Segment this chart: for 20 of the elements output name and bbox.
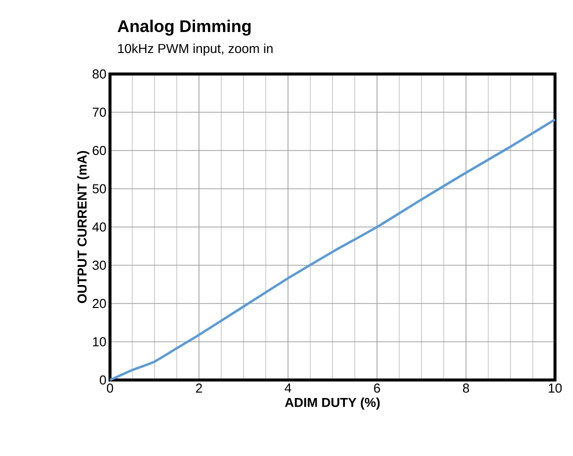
x-tick-label: 8 <box>462 384 470 393</box>
chart-title: Analog Dimming <box>118 20 251 36</box>
y-tick-label: 50 <box>92 184 106 194</box>
line-series <box>108 118 556 382</box>
x-tick-label: 2 <box>196 384 202 393</box>
y-tick-label: 10 <box>93 337 106 346</box>
chart-subtitle: 10kHz PWM input, zoom in <box>118 44 273 56</box>
y-tick-label: 70 <box>92 108 106 117</box>
y-tick-label: 40 <box>92 222 106 232</box>
x-tick-label: 4 <box>284 384 292 392</box>
y-tick-label: 80 <box>92 69 106 79</box>
x-tick-label: 0 <box>106 384 114 393</box>
y-tick-label: 60 <box>92 146 106 156</box>
y-tick-label: 0 <box>100 375 106 385</box>
x-axis-title: ADIM DUTY (%) <box>284 398 380 410</box>
y-axis-title: OUTPUT CURRENT (mA) <box>77 151 90 304</box>
x-tick-label: 6 <box>374 384 380 393</box>
x-tick-label: 10 <box>548 384 562 393</box>
y-tick-label: 30 <box>92 260 106 270</box>
y-tick-label: 20 <box>92 298 106 308</box>
